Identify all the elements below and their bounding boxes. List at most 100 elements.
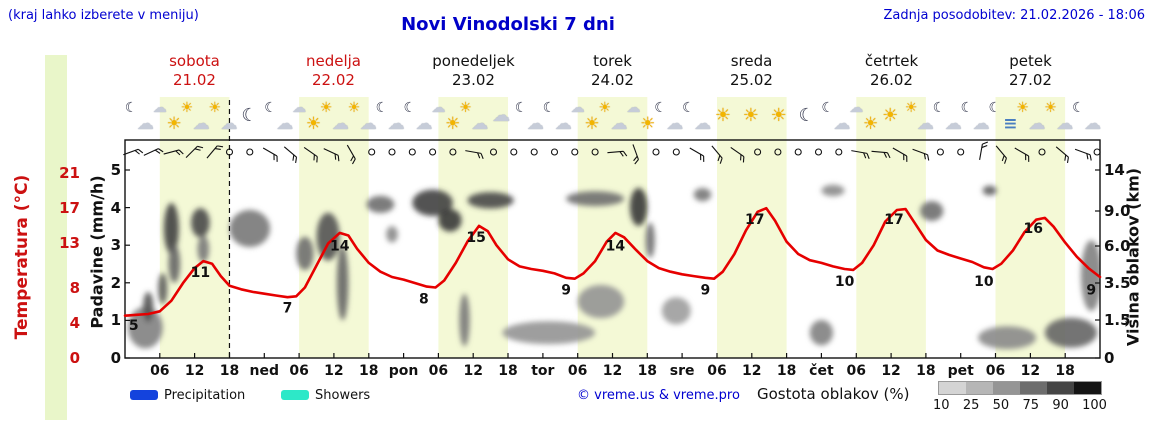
cloud-tick-label: 9.0: [1104, 202, 1131, 220]
svg-text:10: 10: [974, 274, 994, 290]
cloud-density-tick: 100: [1082, 398, 1107, 413]
x-axis-label: 06: [985, 363, 1006, 379]
x-axis-label: 12: [602, 363, 623, 379]
menu-hint: (kraj lahko izberete v meniju): [8, 8, 199, 23]
cloud-sun-icon: ☁ ☀: [570, 100, 600, 134]
day-name: ponedeljek: [432, 52, 515, 70]
svg-text:17: 17: [745, 212, 764, 228]
x-axis-label: 12: [881, 363, 901, 379]
temp-tick-label: 13: [59, 234, 80, 253]
moon-cloud-icon: ☾ ☁: [821, 100, 851, 134]
cloud-density-tick: 75: [1022, 398, 1040, 413]
moon-cloud-icon: ☾ ☁: [960, 100, 990, 134]
temp-tick-label: 21: [59, 164, 80, 182]
day-name: sobota: [169, 52, 220, 70]
day-date: 26.02: [870, 71, 913, 89]
moon-icon: ☾: [241, 105, 258, 126]
x-axis-label: 18: [637, 363, 658, 379]
x-axis-label: 06: [707, 363, 727, 379]
cloud-tick-label: 1.5: [1104, 311, 1131, 329]
x-axis-label: čet: [809, 363, 834, 379]
temperature-curve: [123, 206, 1102, 317]
temp-tick-label: 17: [59, 199, 80, 218]
cloud-sun-icon: ☁ ☀: [626, 100, 656, 134]
x-axis-label: 12: [742, 363, 762, 379]
day-date: 21.02: [173, 71, 216, 89]
moon-fog-icon: ☾ ≡: [988, 100, 1018, 134]
moon-cloud-icon: ☾ ☁: [1072, 100, 1102, 134]
svg-text:10: 10: [835, 274, 855, 290]
day-header: sreda 25.02: [682, 52, 821, 90]
svg-text:16: 16: [1024, 221, 1043, 237]
sun-icon: ☀: [714, 105, 732, 126]
x-axis-label: 12: [324, 363, 344, 379]
temperature-curve-labels: 5 11 7 14 8 15 9 14 9 17 10 17 10 16 9: [129, 212, 1096, 334]
day-date: 25.02: [730, 71, 773, 89]
x-axis-label: 18: [1055, 363, 1075, 379]
precip-tick-label: 1: [110, 311, 121, 330]
day-header: torek 24.02: [543, 52, 682, 90]
x-axis-label: 18: [219, 363, 240, 379]
x-axis-label: ned: [249, 363, 280, 379]
sun-cloud-icon: ☀ ☁: [1016, 100, 1046, 134]
x-axis-label: 18: [776, 363, 797, 379]
svg-text:17: 17: [884, 212, 903, 228]
last-update-label: Zadnja posodobitev: 21.02.2026 - 18:06: [883, 8, 1145, 23]
svg-text:8: 8: [419, 292, 429, 308]
cloud-sun-icon: ☁ ☀: [292, 100, 322, 134]
sun-cloud-icon: ☀ ☁: [459, 100, 489, 134]
svg-text:14: 14: [606, 239, 626, 255]
svg-text:9: 9: [561, 283, 571, 299]
cloud-tick-label: 3.5: [1104, 274, 1131, 292]
moon-cloud-icon: ☾ ☁: [264, 100, 294, 134]
cloud-tick-label: 14: [1104, 161, 1125, 179]
x-axis-label: 18: [498, 363, 518, 379]
svg-text:9: 9: [701, 283, 711, 299]
cloud-density-scale-ticks: 10 25 50 75 90 100: [933, 398, 1107, 413]
svg-text:7: 7: [283, 300, 293, 316]
sun-cloud-icon: ☀ ☁: [180, 100, 210, 134]
moon-cloud-icon: ☾ ☁: [375, 100, 405, 134]
precip-tick-label: 3: [110, 236, 121, 255]
page-title: Novi Vinodolski 7 dni: [401, 14, 615, 35]
svg-text:5: 5: [129, 318, 139, 334]
wind-barbs-row: [123, 141, 1101, 165]
cloud-density-tick: 90: [1052, 398, 1069, 413]
x-axis-label: 06: [428, 363, 449, 379]
cloud-tick-label: 6.0: [1104, 237, 1131, 255]
showers-legend-label: Showers: [315, 388, 371, 403]
moon-cloud-icon: ☾ ☁: [682, 100, 712, 134]
sun-cloud-icon: ☀ ☁: [208, 100, 238, 134]
cloud-tick-label: 0: [1104, 349, 1115, 367]
showers-swatch: [281, 390, 309, 400]
cloud-density-gradient-bar: [938, 381, 1102, 395]
day-name: petek: [1009, 52, 1052, 70]
temperature-scale-strip: [45, 55, 67, 420]
day-date: 24.02: [591, 71, 634, 89]
moon-cloud-icon: ☾ ☁: [514, 100, 544, 134]
sun-cloud-icon: ☀ ☁: [319, 100, 349, 134]
day-header: ponedeljek 23.02: [404, 52, 543, 90]
moon-cloud-icon: ☾ ☁: [542, 100, 572, 134]
precip-tick-label: 4: [110, 198, 121, 217]
temp-tick-label: 0: [69, 349, 80, 367]
day-date: 22.02: [312, 71, 355, 89]
precipitation-legend-label: Precipitation: [164, 388, 246, 403]
day-date: 23.02: [452, 71, 495, 89]
precipitation-swatch: [130, 390, 158, 400]
moon-cloud-icon: ☾ ☁: [124, 100, 154, 134]
x-axis-label: 06: [846, 363, 866, 379]
cloud-density-tick: 10: [933, 398, 950, 413]
cloud-density-tick: 50: [992, 398, 1010, 413]
credit-links[interactable]: © vreme.us & vreme.pro: [577, 388, 740, 403]
x-axis-label: pet: [947, 363, 974, 379]
day-header: sobota 21.02: [125, 52, 264, 90]
cloud-sun-icon: ☁ ☀: [152, 100, 182, 134]
x-axis-label: 12: [184, 363, 205, 379]
day-name: nedelja: [305, 52, 361, 70]
cloud-icon: ☁: [492, 105, 511, 126]
sun-icon: ☀: [882, 105, 899, 126]
svg-text:11: 11: [191, 265, 210, 281]
